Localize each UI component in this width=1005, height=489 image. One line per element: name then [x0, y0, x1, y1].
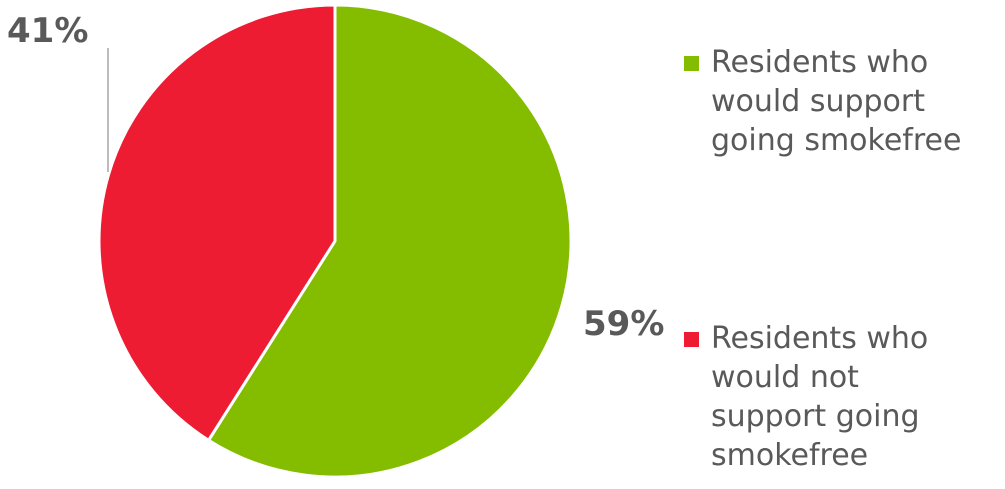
- legend-swatch-support: [684, 56, 699, 71]
- legend-swatch-not-support: [684, 332, 699, 347]
- pie-slices: [97, 3, 573, 479]
- data-label-not-support: 41%: [7, 11, 88, 51]
- legend-label-not-support: Residents who would not support going sm…: [711, 321, 929, 473]
- legend-label-support: Residents who would support going smokef…: [711, 45, 962, 158]
- pie-slice-not-support: [97, 3, 337, 442]
- data-label-support: 59%: [583, 304, 664, 344]
- pie-slice-support: [207, 3, 573, 479]
